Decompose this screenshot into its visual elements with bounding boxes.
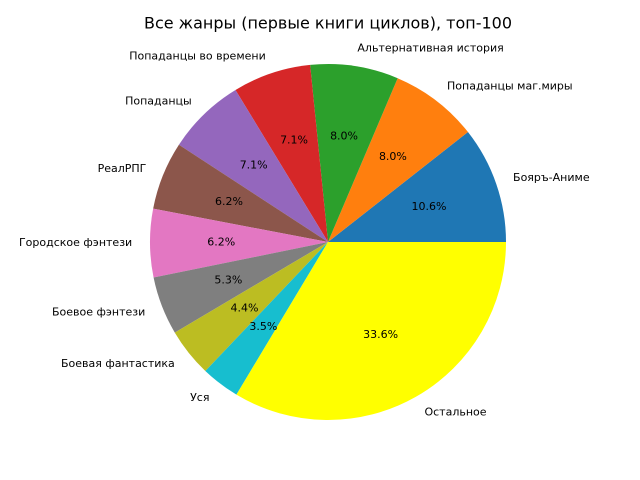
slice-label: Боевое фэнтези xyxy=(52,305,145,318)
value-label: 33.6% xyxy=(363,328,398,341)
pie-slice xyxy=(205,242,328,395)
value-label: 5.3% xyxy=(214,273,242,286)
pie-slice xyxy=(328,78,468,242)
value-label: 8.0% xyxy=(379,150,407,163)
value-label: 6.2% xyxy=(207,236,235,249)
value-label: 6.2% xyxy=(215,195,243,208)
pie-slice xyxy=(153,242,328,333)
value-label: 3.5% xyxy=(249,320,277,333)
slice-label: Городское фэнтези xyxy=(19,236,132,249)
slice-label: Попаданцы во времени xyxy=(129,49,266,62)
slice-label: Бояръ-Аниме xyxy=(513,171,590,184)
pie-slice xyxy=(153,144,328,242)
slice-label: Уся xyxy=(190,391,209,404)
slice-label: Попаданцы xyxy=(125,94,192,107)
pie-slice xyxy=(178,89,328,242)
pie-slice xyxy=(174,242,328,371)
slice-label: РеалРПГ xyxy=(98,162,147,175)
pie-slice xyxy=(150,208,328,278)
slice-label: Остальное xyxy=(424,405,486,418)
value-label: 7.1% xyxy=(240,158,268,171)
pie-slice xyxy=(310,63,398,242)
slice-label: Альтернативная история xyxy=(357,41,503,54)
value-label: 8.0% xyxy=(330,129,358,142)
chart-title: Все жанры (первые книги циклов), топ-100 xyxy=(144,14,512,33)
slice-label: Попаданцы маг.миры xyxy=(447,80,573,93)
slice-label: Боевая фантастика xyxy=(61,357,175,370)
value-label: 7.1% xyxy=(280,134,308,147)
value-label: 4.4% xyxy=(230,302,258,315)
pie-slice xyxy=(235,64,328,243)
pie-slice xyxy=(328,132,506,242)
pie-slice xyxy=(236,242,507,420)
value-label: 10.6% xyxy=(411,200,446,213)
